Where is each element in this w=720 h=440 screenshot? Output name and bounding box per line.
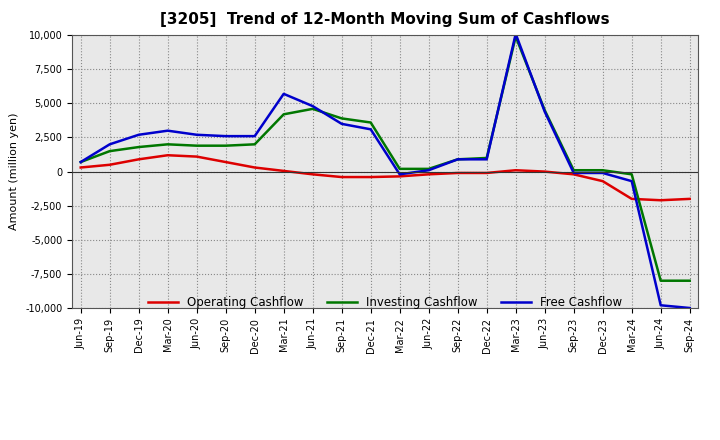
Free Cashflow bbox=[135, 132, 143, 137]
Investing Cashflow bbox=[163, 142, 172, 147]
Title: [3205]  Trend of 12-Month Moving Sum of Cashflows: [3205] Trend of 12-Month Moving Sum of C… bbox=[161, 12, 610, 27]
Free Cashflow bbox=[221, 133, 230, 139]
Investing Cashflow bbox=[279, 112, 288, 117]
Free Cashflow bbox=[366, 127, 375, 132]
Operating Cashflow bbox=[279, 168, 288, 173]
Free Cashflow bbox=[685, 305, 694, 311]
Free Cashflow bbox=[395, 172, 404, 177]
Investing Cashflow bbox=[192, 143, 201, 148]
Investing Cashflow bbox=[657, 278, 665, 283]
Free Cashflow bbox=[308, 103, 317, 109]
Legend: Operating Cashflow, Investing Cashflow, Free Cashflow: Operating Cashflow, Investing Cashflow, … bbox=[143, 291, 627, 313]
Investing Cashflow bbox=[482, 155, 491, 161]
Investing Cashflow bbox=[395, 166, 404, 172]
Investing Cashflow bbox=[541, 107, 549, 113]
Operating Cashflow bbox=[511, 168, 520, 173]
Operating Cashflow bbox=[627, 196, 636, 202]
Free Cashflow bbox=[541, 109, 549, 114]
Operating Cashflow bbox=[598, 179, 607, 184]
Investing Cashflow bbox=[76, 159, 85, 165]
Free Cashflow bbox=[511, 31, 520, 37]
Operating Cashflow bbox=[366, 174, 375, 180]
Investing Cashflow bbox=[338, 116, 346, 121]
Investing Cashflow bbox=[511, 34, 520, 39]
Investing Cashflow bbox=[685, 278, 694, 283]
Operating Cashflow bbox=[192, 154, 201, 159]
Free Cashflow bbox=[163, 128, 172, 133]
Investing Cashflow bbox=[454, 157, 462, 162]
Operating Cashflow bbox=[424, 172, 433, 177]
Operating Cashflow bbox=[163, 153, 172, 158]
Free Cashflow bbox=[454, 157, 462, 162]
Investing Cashflow bbox=[598, 168, 607, 173]
Investing Cashflow bbox=[424, 166, 433, 172]
Operating Cashflow bbox=[76, 165, 85, 170]
Free Cashflow bbox=[192, 132, 201, 137]
Operating Cashflow bbox=[685, 196, 694, 202]
Free Cashflow bbox=[570, 170, 578, 176]
Operating Cashflow bbox=[221, 159, 230, 165]
Investing Cashflow bbox=[570, 168, 578, 173]
Free Cashflow bbox=[279, 91, 288, 96]
Line: Free Cashflow: Free Cashflow bbox=[81, 34, 690, 308]
Investing Cashflow bbox=[366, 120, 375, 125]
Investing Cashflow bbox=[308, 106, 317, 111]
Free Cashflow bbox=[627, 179, 636, 184]
Operating Cashflow bbox=[105, 162, 114, 167]
Operating Cashflow bbox=[308, 172, 317, 177]
Operating Cashflow bbox=[395, 174, 404, 179]
Operating Cashflow bbox=[251, 165, 259, 170]
Free Cashflow bbox=[598, 170, 607, 176]
Line: Operating Cashflow: Operating Cashflow bbox=[81, 155, 690, 200]
Free Cashflow bbox=[338, 121, 346, 127]
Free Cashflow bbox=[657, 303, 665, 308]
Operating Cashflow bbox=[541, 169, 549, 174]
Free Cashflow bbox=[482, 157, 491, 162]
Investing Cashflow bbox=[135, 144, 143, 150]
Investing Cashflow bbox=[251, 142, 259, 147]
Line: Investing Cashflow: Investing Cashflow bbox=[81, 37, 690, 281]
Operating Cashflow bbox=[657, 198, 665, 203]
Free Cashflow bbox=[76, 159, 85, 165]
Operating Cashflow bbox=[135, 157, 143, 162]
Operating Cashflow bbox=[338, 174, 346, 180]
Investing Cashflow bbox=[105, 149, 114, 154]
Operating Cashflow bbox=[570, 172, 578, 177]
Investing Cashflow bbox=[221, 143, 230, 148]
Free Cashflow bbox=[424, 168, 433, 173]
Free Cashflow bbox=[105, 142, 114, 147]
Investing Cashflow bbox=[627, 172, 636, 177]
Free Cashflow bbox=[251, 133, 259, 139]
Y-axis label: Amount (million yen): Amount (million yen) bbox=[9, 113, 19, 231]
Operating Cashflow bbox=[454, 170, 462, 176]
Operating Cashflow bbox=[482, 170, 491, 176]
